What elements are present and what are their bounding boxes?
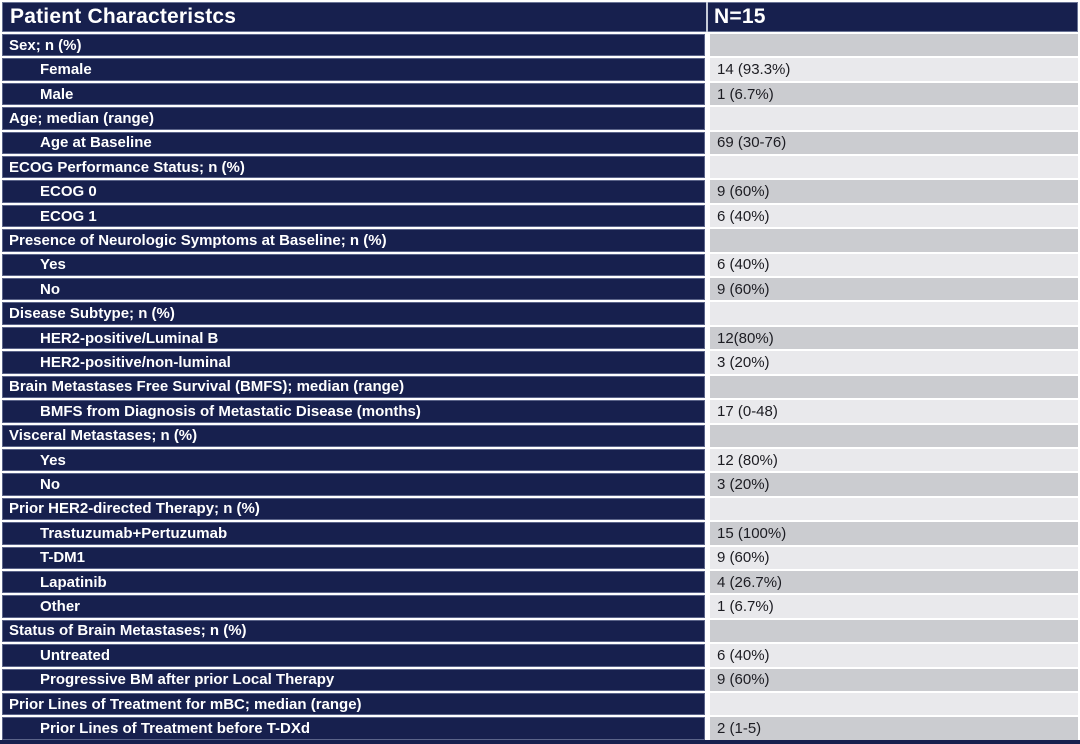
row-value bbox=[710, 375, 1078, 399]
row-value: 9 (60%) bbox=[710, 180, 1078, 203]
table-row: No 9 (60%) bbox=[2, 278, 1078, 301]
table-row: Status of Brain Metastases; n (%) bbox=[2, 619, 1078, 643]
row-label: Age at Baseline bbox=[2, 131, 710, 155]
row-label: Prior Lines of Treatment for mBC; median… bbox=[2, 692, 710, 716]
table-row: No 3 (20%) bbox=[2, 473, 1078, 496]
row-value: 4 (26.7%) bbox=[710, 570, 1078, 594]
row-label: Other bbox=[2, 595, 710, 618]
row-value: 6 (40%) bbox=[710, 644, 1078, 667]
table-row: Presence of Neurologic Symptoms at Basel… bbox=[2, 229, 1078, 252]
table-row: Other 1 (6.7%) bbox=[2, 595, 1078, 618]
table-row: Male 1 (6.7%) bbox=[2, 82, 1078, 106]
table-row: Age at Baseline 69 (30-76) bbox=[2, 131, 1078, 155]
table-row: Disease Subtype; n (%) bbox=[2, 302, 1078, 325]
table-row: BMFS from Diagnosis of Metastatic Diseas… bbox=[2, 400, 1078, 423]
row-label: ECOG Performance Status; n (%) bbox=[2, 156, 710, 179]
table-row: ECOG Performance Status; n (%) bbox=[2, 156, 1078, 179]
row-value: 3 (20%) bbox=[710, 351, 1078, 374]
row-value bbox=[710, 107, 1078, 130]
row-label: Brain Metastases Free Survival (BMFS); m… bbox=[2, 375, 710, 399]
row-value bbox=[710, 34, 1078, 57]
row-label: Disease Subtype; n (%) bbox=[2, 302, 710, 325]
row-label: T-DM1 bbox=[2, 546, 710, 569]
row-label: Female bbox=[2, 58, 710, 81]
table-row: Age; median (range) bbox=[2, 107, 1078, 130]
table-row: Yes 12 (80%) bbox=[2, 448, 1078, 472]
table-row: Prior Lines of Treatment before T-DXd 2 … bbox=[2, 717, 1078, 740]
table-header-row: Patient Characteristcs N=15 bbox=[2, 2, 1078, 32]
row-value bbox=[710, 424, 1078, 447]
table-row: Lapatinib 4 (26.7%) bbox=[2, 570, 1078, 594]
row-label: Presence of Neurologic Symptoms at Basel… bbox=[2, 229, 710, 252]
row-label: Prior Lines of Treatment before T-DXd bbox=[2, 717, 710, 740]
row-label: Yes bbox=[2, 448, 710, 472]
row-value: 2 (1-5) bbox=[710, 717, 1078, 740]
row-label: Yes bbox=[2, 253, 710, 277]
table-row: Trastuzumab+Pertuzumab 15 (100%) bbox=[2, 522, 1078, 545]
table-row: ECOG 0 9 (60%) bbox=[2, 180, 1078, 203]
row-label: ECOG 0 bbox=[2, 180, 710, 203]
row-label: Sex; n (%) bbox=[2, 34, 710, 57]
row-label: Male bbox=[2, 82, 710, 106]
row-label: BMFS from Diagnosis of Metastatic Diseas… bbox=[2, 400, 710, 423]
table-row: Female 14 (93.3%) bbox=[2, 58, 1078, 81]
table-row: Untreated 6 (40%) bbox=[2, 644, 1078, 667]
row-value: 14 (93.3%) bbox=[710, 58, 1078, 81]
row-value: 9 (60%) bbox=[710, 278, 1078, 301]
table-row: Brain Metastases Free Survival (BMFS); m… bbox=[2, 375, 1078, 399]
row-value: 9 (60%) bbox=[710, 668, 1078, 691]
row-value: 1 (6.7%) bbox=[710, 595, 1078, 618]
row-value: 6 (40%) bbox=[710, 204, 1078, 228]
row-value: 12 (80%) bbox=[710, 448, 1078, 472]
row-label: Age; median (range) bbox=[2, 107, 710, 130]
table-row: ECOG 1 6 (40%) bbox=[2, 204, 1078, 228]
row-value: 12(80%) bbox=[710, 326, 1078, 350]
table-row: Yes 6 (40%) bbox=[2, 253, 1078, 277]
table-title: Patient Characteristcs bbox=[2, 2, 708, 32]
table-row: T-DM1 9 (60%) bbox=[2, 546, 1078, 569]
table-row: HER2-positive/Luminal B 12(80%) bbox=[2, 326, 1078, 350]
row-label: ECOG 1 bbox=[2, 204, 710, 228]
table-row: Sex; n (%) bbox=[2, 34, 1078, 57]
table-row: HER2-positive/non-luminal 3 (20%) bbox=[2, 351, 1078, 374]
row-label: HER2-positive/non-luminal bbox=[2, 351, 710, 374]
row-value: 6 (40%) bbox=[710, 253, 1078, 277]
row-value: 15 (100%) bbox=[710, 522, 1078, 545]
row-value bbox=[710, 619, 1078, 643]
table-row: Visceral Metastases; n (%) bbox=[2, 424, 1078, 447]
row-label: HER2-positive/Luminal B bbox=[2, 326, 710, 350]
row-label: Status of Brain Metastases; n (%) bbox=[2, 619, 710, 643]
row-value bbox=[710, 229, 1078, 252]
row-value bbox=[710, 692, 1078, 716]
row-label: No bbox=[2, 473, 710, 496]
row-label: Lapatinib bbox=[2, 570, 710, 594]
row-value: 3 (20%) bbox=[710, 473, 1078, 496]
row-value bbox=[710, 156, 1078, 179]
row-value: 9 (60%) bbox=[710, 546, 1078, 569]
row-value: 69 (30-76) bbox=[710, 131, 1078, 155]
row-label: Progressive BM after prior Local Therapy bbox=[2, 668, 710, 691]
row-value: 1 (6.7%) bbox=[710, 82, 1078, 106]
table-n-count: N=15 bbox=[714, 5, 766, 28]
table-row: Prior Lines of Treatment for mBC; median… bbox=[2, 692, 1078, 716]
table-row: Prior HER2-directed Therapy; n (%) bbox=[2, 497, 1078, 521]
row-label: No bbox=[2, 278, 710, 301]
row-label: Trastuzumab+Pertuzumab bbox=[2, 522, 710, 545]
row-label: Prior HER2-directed Therapy; n (%) bbox=[2, 497, 710, 521]
row-value: 17 (0-48) bbox=[710, 400, 1078, 423]
row-value bbox=[710, 302, 1078, 325]
row-label: Visceral Metastases; n (%) bbox=[2, 424, 710, 447]
row-label: Untreated bbox=[2, 644, 710, 667]
table-row: Progressive BM after prior Local Therapy… bbox=[2, 668, 1078, 691]
row-value bbox=[710, 497, 1078, 521]
